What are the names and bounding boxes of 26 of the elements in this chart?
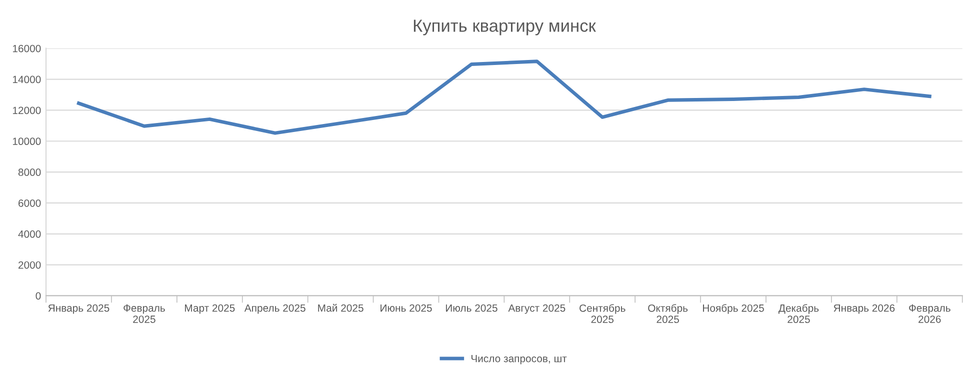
x-tick-label: Август 2025: [508, 304, 566, 314]
x-tick-label: Январь 2026: [834, 304, 895, 314]
x-tick-label: Июнь 2025: [380, 304, 432, 312]
y-tick-label: 16000: [12, 44, 41, 52]
chart-title: Купить квартиру минск: [414, 20, 596, 36]
x-tick-label: Ноябрь 2025: [703, 304, 764, 314]
x-tick-label: Февраль 2025: [124, 304, 165, 323]
y-tick-label: 14000: [12, 76, 41, 84]
y-tick-label: 10000: [12, 138, 41, 146]
x-tick-label: Июль 2025: [446, 304, 498, 312]
legend-label: Число запросов, шт: [471, 354, 567, 364]
x-tick-label: Март 2025: [185, 304, 235, 314]
y-tick-label: 0: [36, 292, 41, 300]
x-tick-label: Апрель 2025: [244, 304, 306, 314]
y-tick-label: 2000: [18, 261, 41, 269]
line-series: [77, 60, 932, 135]
x-tick-label: Октябрь 2025: [648, 304, 688, 324]
x-tick-label: Сентябрь 2025: [580, 304, 626, 324]
x-tick-label: Февраль 2026: [909, 304, 950, 323]
y-tick-label: 12000: [12, 106, 41, 114]
x-tick-label: Май 2025: [318, 304, 364, 312]
y-tick-label: 8000: [18, 168, 41, 176]
y-tick-label: 6000: [18, 199, 41, 207]
x-tick-label: Январь 2025: [48, 304, 110, 314]
y-tick-label: 4000: [18, 230, 41, 238]
x-tick-label: Декабрь 2025: [778, 304, 819, 324]
